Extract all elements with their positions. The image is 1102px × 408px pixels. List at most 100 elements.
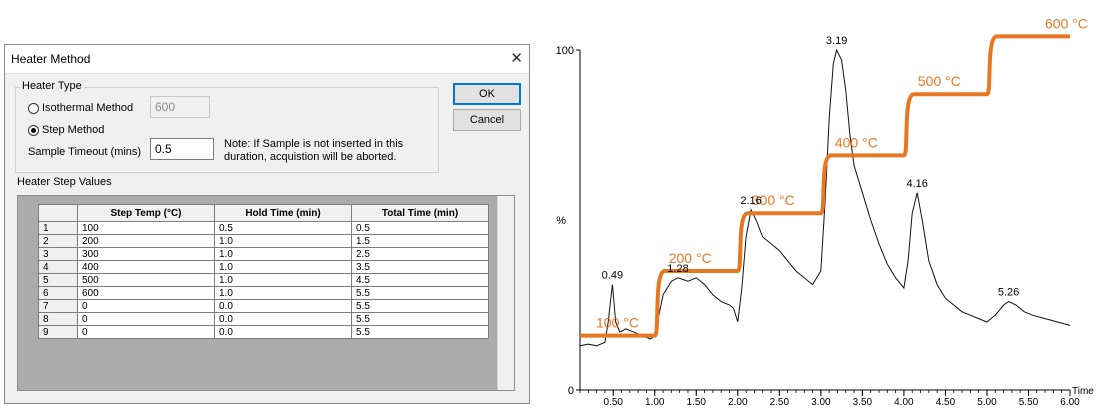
isothermal-method-radio[interactable]: Isothermal Method <box>28 102 133 114</box>
dialog-titlebar[interactable]: Heater Method ✕ <box>5 45 529 74</box>
temperature-label: 500 °C <box>918 73 961 89</box>
grid-vertical-scrollbar[interactable] <box>497 196 514 390</box>
x-tick-label: 1.00 <box>645 397 665 408</box>
thermal-chromatogram-chart: 0 100% 0.50 1.00 1.50 2.00 2.50 3.00 3.50 4.00 4.5… <box>556 15 1095 408</box>
step-values-grid: Step Temp (°C) Hold Time (min) Total Tim… <box>17 195 515 391</box>
isothermal-method-label: Isothermal Method <box>42 102 134 114</box>
total-time-cell[interactable]: 4.5 <box>351 273 489 287</box>
row-number-cell: 7 <box>38 299 78 313</box>
step-temp-cell[interactable]: 500 <box>77 273 215 287</box>
temperature-label: 300 °C <box>752 192 795 208</box>
column-header-total-time[interactable]: Total Time (min) <box>351 204 489 222</box>
heater-type-group: Heater Type Isothermal Method Step Metho… <box>15 80 439 173</box>
x-tick-label: 4.00 <box>894 397 914 408</box>
x-tick-label: 0.50 <box>603 397 623 408</box>
x-tick-label: 5.00 <box>977 397 997 408</box>
hold-time-cell[interactable]: 1.0 <box>214 286 352 300</box>
step-temp-cell[interactable]: 300 <box>77 247 215 261</box>
ok-button[interactable]: OK <box>453 83 521 105</box>
x-tick-label: 1.50 <box>687 397 707 408</box>
row-number-cell: 6 <box>38 286 78 300</box>
step-temp-cell[interactable]: 0 <box>77 325 215 339</box>
hold-time-cell[interactable]: 1.0 <box>214 247 352 261</box>
x-tick-label: 2.00 <box>728 397 748 408</box>
y-axis-label: % <box>556 215 566 227</box>
temperature-label: 200 °C <box>669 250 712 266</box>
row-number-cell: 4 <box>38 260 78 274</box>
dialog-title: Heater Method <box>11 52 91 66</box>
table-row[interactable]: 4 400 1.0 3.5 <box>38 260 489 274</box>
hold-time-cell[interactable]: 0.0 <box>214 325 352 339</box>
timeout-note-line2: duration, acquistion will be aborted. <box>224 151 397 163</box>
hold-time-cell[interactable]: 1.0 <box>214 234 352 248</box>
x-tick-label: 4.50 <box>936 397 956 408</box>
timeout-note: Note: If Sample is not inserted in this … <box>224 138 403 164</box>
sample-timeout-label: Sample Timeout (mins) <box>28 146 142 158</box>
hold-time-cell[interactable]: 0.0 <box>214 299 352 313</box>
hold-time-cell[interactable]: 0.5 <box>214 221 352 235</box>
step-temp-cell[interactable]: 0 <box>77 312 215 326</box>
table-row[interactable]: 1 100 0.5 0.5 <box>38 221 489 235</box>
x-axis-label: Time <box>1072 386 1094 397</box>
table-row[interactable]: 2 200 1.0 1.5 <box>38 234 489 248</box>
peak-label: 2.16 <box>740 195 761 207</box>
close-icon[interactable]: ✕ <box>510 50 523 67</box>
timeout-note-line1: Note: If Sample is not inserted in this <box>224 138 404 150</box>
temperature-label: 100 °C <box>596 315 639 331</box>
temperature-label: 400 °C <box>835 134 878 150</box>
total-time-cell[interactable]: 5.5 <box>351 312 489 326</box>
peak-label: 1.28 <box>667 263 688 275</box>
column-header-hold-time[interactable]: Hold Time (min) <box>214 204 352 222</box>
peak-label: 4.16 <box>906 178 927 190</box>
hold-time-cell[interactable]: 1.0 <box>214 273 352 287</box>
cancel-button[interactable]: Cancel <box>453 109 521 131</box>
hold-time-cell[interactable]: 1.0 <box>214 260 352 274</box>
row-number-cell: 5 <box>38 273 78 287</box>
table-row[interactable]: 8 0 0.0 5.5 <box>38 312 489 326</box>
temperature-label: 600 °C <box>1045 15 1088 31</box>
table-row[interactable]: 7 0 0.0 5.5 <box>38 299 489 313</box>
table-row[interactable]: 3 300 1.0 2.5 <box>38 247 489 261</box>
table-row[interactable]: 5 500 1.0 4.5 <box>38 273 489 287</box>
step-values-table: Step Temp (°C) Hold Time (min) Total Tim… <box>38 204 489 339</box>
total-time-cell[interactable]: 1.5 <box>351 234 489 248</box>
step-temp-cell[interactable]: 100 <box>77 221 215 235</box>
x-tick-label: 3.00 <box>811 397 831 408</box>
y-tick-label: 100 <box>556 45 574 57</box>
isothermal-value-field <box>150 96 210 118</box>
table-row[interactable]: 6 600 1.0 5.5 <box>38 286 489 300</box>
x-tick-label: 2.50 <box>770 397 790 408</box>
total-time-cell[interactable]: 3.5 <box>351 260 489 274</box>
y-tick-label: 0 <box>568 385 574 397</box>
total-time-cell[interactable]: 0.5 <box>351 221 489 235</box>
peak-label: 3.19 <box>826 35 847 47</box>
total-time-cell[interactable]: 2.5 <box>351 247 489 261</box>
x-tick-label: 5.50 <box>1019 397 1039 408</box>
total-time-cell[interactable]: 5.5 <box>351 286 489 300</box>
peak-label: 0.49 <box>602 270 623 282</box>
total-time-cell[interactable]: 5.5 <box>351 299 489 313</box>
step-method-label: Step Method <box>42 124 105 136</box>
step-temp-cell[interactable]: 600 <box>77 286 215 300</box>
table-row[interactable]: 9 0 0.0 5.5 <box>38 325 489 339</box>
table-header-row: Step Temp (°C) Hold Time (min) Total Tim… <box>38 204 489 222</box>
row-number-cell: 1 <box>38 221 78 235</box>
column-header-step-temp[interactable]: Step Temp (°C) <box>77 204 215 222</box>
sample-timeout-field[interactable] <box>150 138 214 160</box>
step-temp-cell[interactable]: 400 <box>77 260 215 274</box>
step-method-radio[interactable]: Step Method <box>28 124 104 136</box>
radio-off-icon[interactable] <box>28 102 39 114</box>
hold-time-cell[interactable]: 0.0 <box>214 312 352 326</box>
step-temp-cell[interactable]: 200 <box>77 234 215 248</box>
total-time-cell[interactable]: 5.5 <box>351 325 489 339</box>
radio-on-icon[interactable] <box>28 124 39 136</box>
x-tick-label: 3.50 <box>853 397 873 408</box>
row-number-cell: 8 <box>38 312 78 326</box>
peak-label: 5.26 <box>998 287 1019 299</box>
heater-method-dialog: Heater Method ✕ Heater Type Isothermal M… <box>4 44 530 404</box>
row-number-cell: 3 <box>38 247 78 261</box>
corner-cell <box>38 204 78 222</box>
x-tick-label: 6.00 <box>1060 397 1080 408</box>
step-temp-cell[interactable]: 0 <box>77 299 215 313</box>
row-number-cell: 9 <box>38 325 78 339</box>
